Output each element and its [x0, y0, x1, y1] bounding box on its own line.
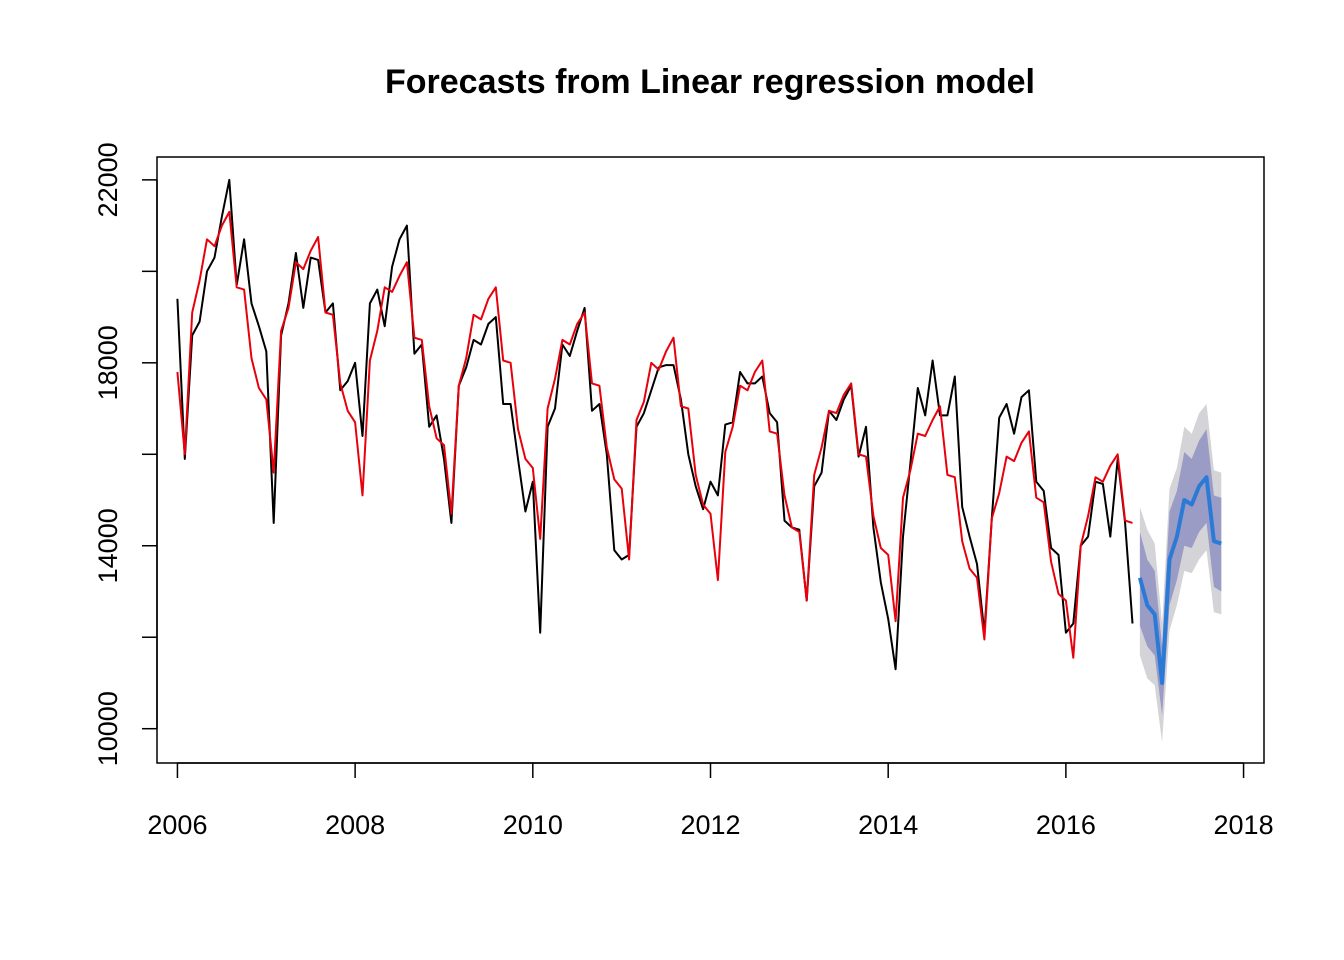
x-tick-label: 2006 — [147, 810, 207, 840]
y-tick-label: 10000 — [93, 691, 123, 766]
series-layer — [176, 178, 1134, 671]
x-axis: 2006 2008 2010 2012 2014 2016 2018 — [147, 762, 1274, 840]
x-tick-label: 2018 — [1214, 810, 1274, 840]
prediction-interval-80 — [1139, 429, 1222, 715]
x-tick-label: 2014 — [858, 810, 918, 840]
x-tick-label: 2016 — [1036, 810, 1096, 840]
y-tick-label: 22000 — [93, 142, 123, 217]
y-tick-label: 14000 — [93, 508, 123, 583]
x-tick-label: 2012 — [680, 810, 740, 840]
x-tick-label: 2010 — [503, 810, 563, 840]
forecast-mean-line — [1137, 475, 1222, 685]
fitted-series-line — [176, 210, 1133, 659]
forecast-layer — [1137, 475, 1222, 685]
x-tick-label: 2008 — [325, 810, 385, 840]
y-tick-label: 18000 — [93, 325, 123, 400]
y-axis: 10000 14000 18000 22000 — [93, 142, 158, 766]
chart-title: Forecasts from Linear regression model — [385, 63, 1035, 101]
prediction-interval-80-layer — [1139, 429, 1222, 715]
